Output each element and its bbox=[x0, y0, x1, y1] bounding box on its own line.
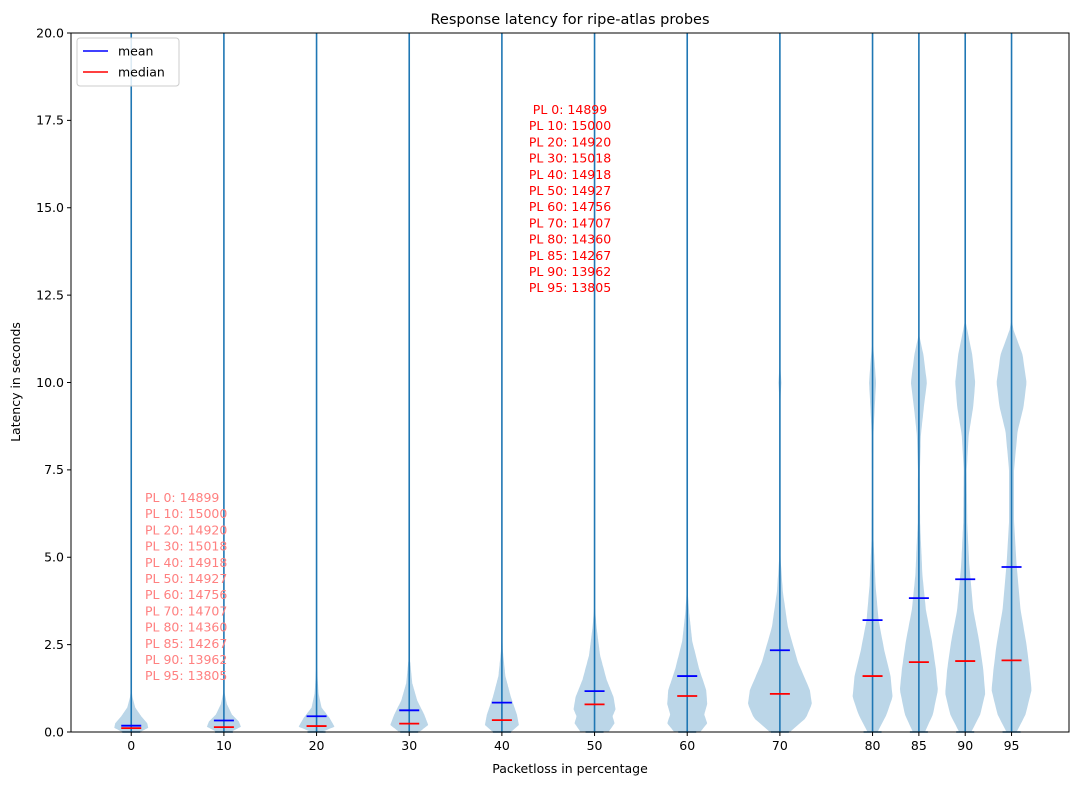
legend: mean median bbox=[76, 37, 180, 87]
annotation-line-faded: PL 20: 14920 bbox=[145, 522, 227, 537]
annotation-line: PL 50: 14927 bbox=[529, 183, 611, 198]
annotation-line-faded: PL 90: 13962 bbox=[145, 652, 227, 667]
annotation-line: PL 30: 15018 bbox=[529, 151, 611, 166]
y-tick-label: 7.5 bbox=[44, 462, 64, 477]
x-axis-label: Packetloss in percentage bbox=[492, 761, 648, 776]
legend-median-label: median bbox=[118, 65, 165, 80]
annotation-line-faded: PL 95: 13805 bbox=[145, 668, 227, 683]
x-tick-label: 50 bbox=[587, 738, 603, 753]
x-axis: 0 10 20 30 40 50 60 70 80 85 90 95 bbox=[127, 732, 1020, 753]
y-tick-label: 12.5 bbox=[36, 287, 64, 302]
annotation-line-faded: PL 10: 15000 bbox=[145, 506, 227, 521]
annotation-line-faded: PL 40: 14918 bbox=[145, 555, 227, 570]
annotation-line: PL 90: 13962 bbox=[529, 264, 611, 279]
x-tick-label: 40 bbox=[494, 738, 510, 753]
x-tick-label: 70 bbox=[772, 738, 788, 753]
median-markers bbox=[121, 659, 1022, 730]
annotation-line-faded: PL 85: 14267 bbox=[145, 636, 227, 651]
x-tick-label: 90 bbox=[957, 738, 973, 753]
annotation-line-faded: PL 0: 14899 bbox=[145, 490, 219, 505]
x-tick-label: 10 bbox=[216, 738, 232, 753]
x-tick-label: 85 bbox=[911, 738, 927, 753]
annotation-line: PL 40: 14918 bbox=[529, 167, 611, 182]
violin-bodies bbox=[114, 319, 1032, 732]
x-tick-label: 30 bbox=[401, 738, 417, 753]
y-tick-label: 0.0 bbox=[44, 724, 64, 739]
annotation-line: PL 85: 14267 bbox=[529, 248, 611, 263]
legend-mean-label: mean bbox=[118, 44, 153, 59]
y-axis-label: Latency in seconds bbox=[8, 322, 23, 442]
annotation-line: PL 0: 14899 bbox=[533, 102, 607, 117]
annotation-line-faded: PL 30: 15018 bbox=[145, 539, 227, 554]
x-tick-label: 95 bbox=[1004, 738, 1020, 753]
y-axis: 0.0 2.5 5.0 7.5 10.0 12.5 15.0 17.5 20.0 bbox=[36, 25, 71, 739]
annotation-line-faded: PL 50: 14927 bbox=[145, 571, 227, 586]
y-tick-label: 10.0 bbox=[36, 375, 64, 390]
annotation-line: PL 20: 14920 bbox=[529, 134, 611, 149]
chart-title: Response latency for ripe-atlas probes bbox=[430, 12, 709, 28]
annotation-line-faded: PL 70: 14707 bbox=[145, 603, 227, 618]
y-tick-label: 15.0 bbox=[36, 200, 64, 215]
legend-box bbox=[76, 37, 180, 87]
x-tick-label: 60 bbox=[679, 738, 695, 753]
y-tick-label: 20.0 bbox=[36, 25, 64, 40]
x-tick-label: 80 bbox=[865, 738, 881, 753]
annotation-line: PL 80: 14360 bbox=[529, 232, 611, 247]
annotation-line: PL 10: 15000 bbox=[529, 118, 611, 133]
mean-markers bbox=[121, 566, 1022, 727]
annotation-line-faded: PL 80: 14360 bbox=[145, 620, 227, 635]
annotation-line: PL 70: 14707 bbox=[529, 215, 611, 230]
y-tick-label: 17.5 bbox=[36, 113, 64, 128]
x-tick-label: 0 bbox=[127, 738, 135, 753]
annotation-line: PL 60: 14756 bbox=[529, 199, 611, 214]
y-tick-label: 5.0 bbox=[44, 550, 64, 565]
y-tick-label: 2.5 bbox=[44, 637, 64, 652]
x-tick-label: 20 bbox=[309, 738, 325, 753]
annotation-line: PL 95: 13805 bbox=[529, 280, 611, 295]
annotation-line-faded: PL 60: 14756 bbox=[145, 587, 227, 602]
